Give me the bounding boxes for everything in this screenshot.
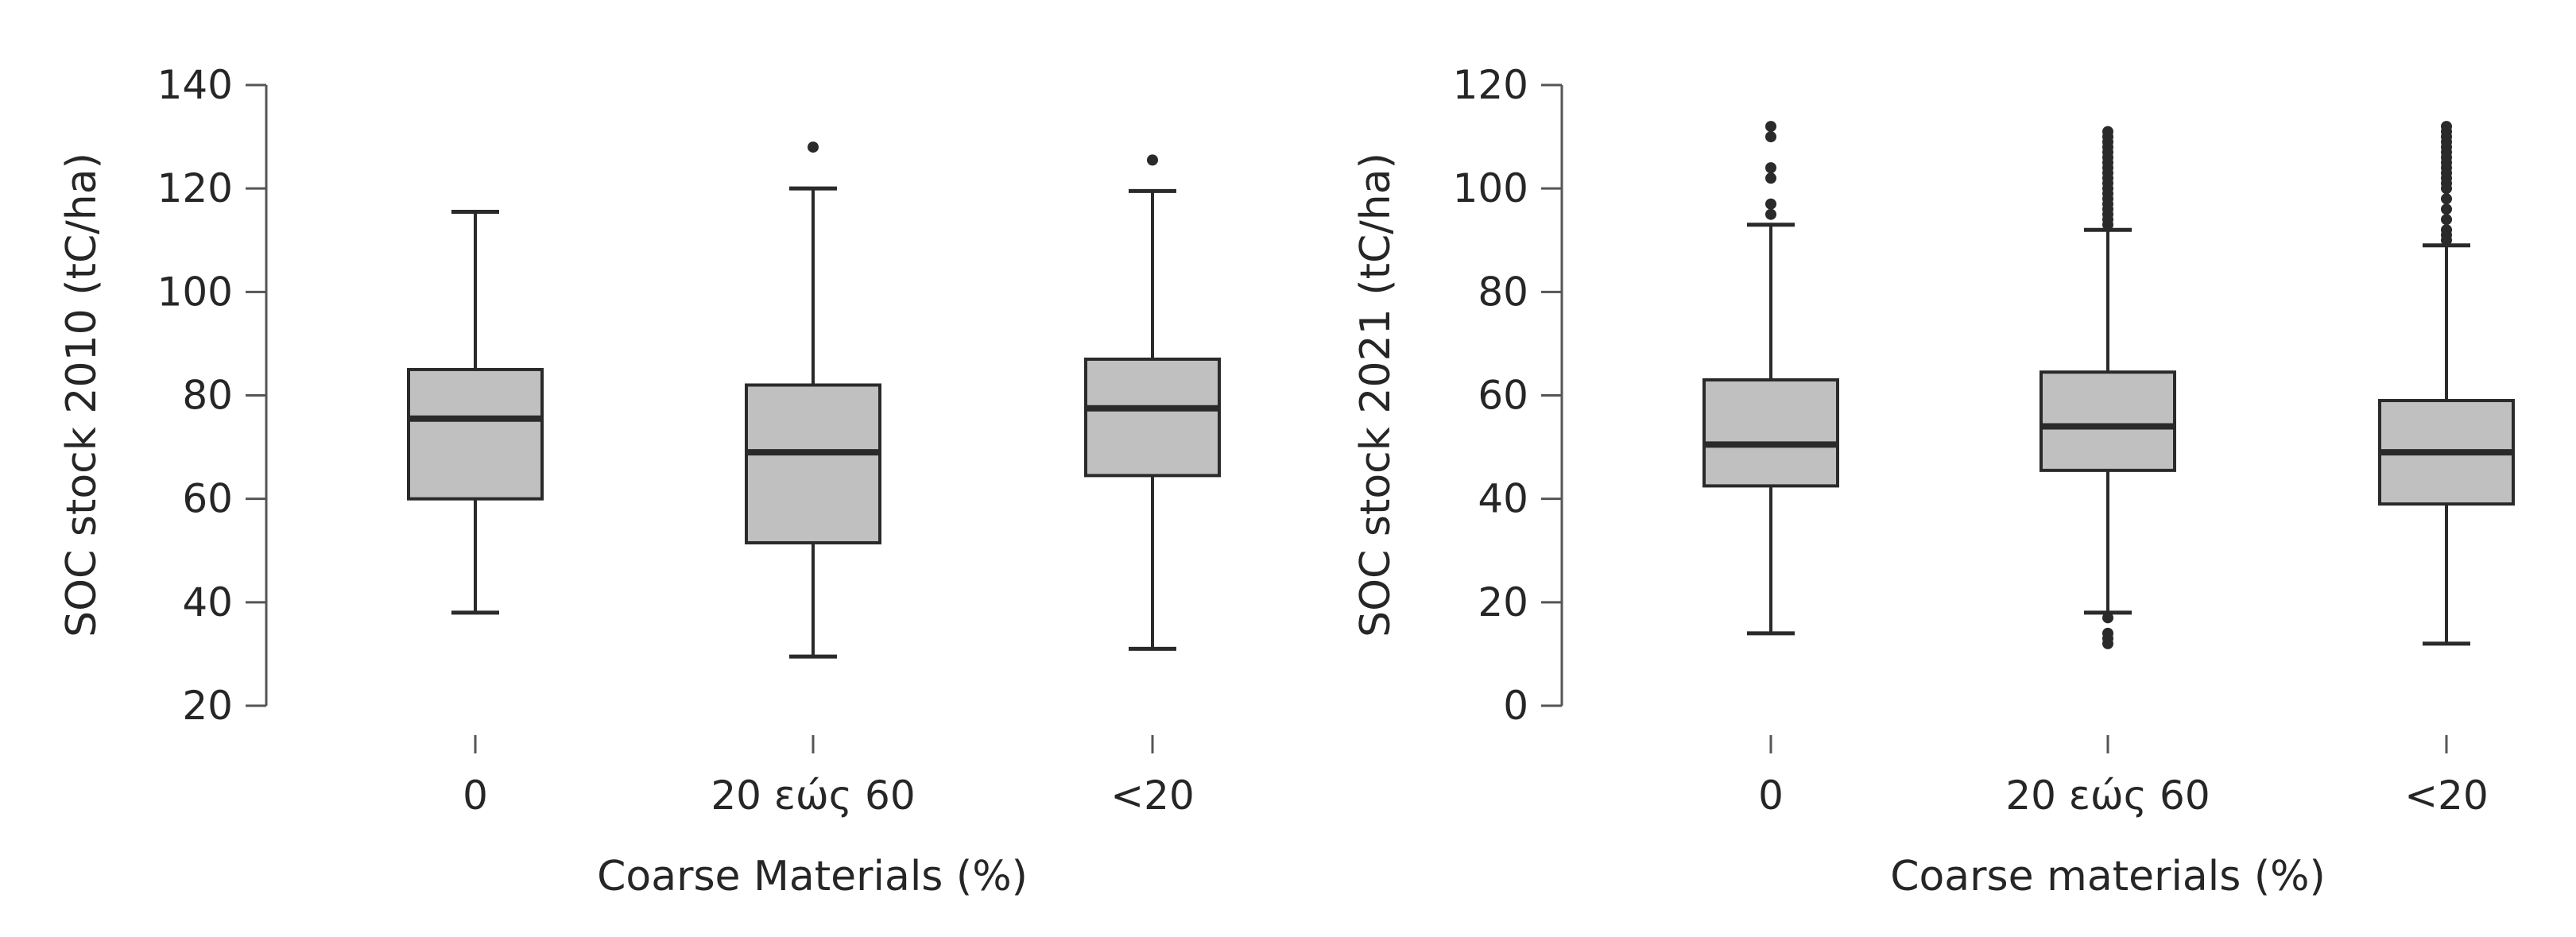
x-tick-label: 0 bbox=[1758, 772, 1784, 819]
box-2 bbox=[2378, 121, 2515, 646]
y-tick-label: 40 bbox=[1478, 476, 1528, 522]
iqr-box bbox=[1702, 378, 1839, 488]
outlier-point bbox=[1765, 198, 1776, 210]
y-axis-title: SOC stock 2021 (tC/ha) bbox=[1352, 153, 1400, 637]
outlier-point bbox=[2441, 214, 2452, 226]
box-0 bbox=[1702, 121, 1839, 636]
iqr-box bbox=[407, 367, 544, 501]
y-tick-label: 20 bbox=[1478, 579, 1528, 625]
chart-panel-2021: 0 20 40 60 80 100 120 SOC stock 2021 (tC/ha) 0 20… bbox=[1352, 62, 2515, 900]
chart-panel-2010: 20 40 60 80 100 120 140 SOC stock 2010 (tC/ha) 0… bbox=[58, 62, 1221, 900]
x-tick-label: 0 bbox=[463, 772, 488, 819]
iqr-box bbox=[745, 383, 881, 544]
x-tick-label: 20 εώς 60 bbox=[711, 772, 915, 819]
x-axis-title: Coarse Materials (%) bbox=[597, 853, 1028, 900]
y-tick-label: 80 bbox=[182, 373, 233, 419]
outlier-point bbox=[1147, 154, 1158, 166]
y-tick-label: 60 bbox=[182, 476, 233, 522]
box-1 bbox=[745, 141, 881, 659]
y-tick-label: 60 bbox=[1478, 373, 1528, 419]
y-tick-label: 120 bbox=[1453, 62, 1528, 108]
y-tick-label: 80 bbox=[1478, 269, 1528, 315]
outlier-point bbox=[2441, 203, 2452, 215]
outlier-point bbox=[2441, 224, 2452, 236]
outlier-point bbox=[1765, 162, 1776, 174]
outlier-point bbox=[2102, 612, 2113, 624]
y-tick-label: 20 bbox=[182, 683, 233, 729]
outlier-point bbox=[2441, 193, 2452, 205]
outlier-point bbox=[808, 141, 819, 153]
box-1 bbox=[2039, 126, 2176, 649]
y-tick-label: 0 bbox=[1503, 683, 1528, 729]
box-0 bbox=[407, 209, 544, 615]
outlier-point bbox=[2102, 627, 2113, 639]
iqr-box bbox=[1084, 357, 1221, 478]
y-tick-label: 140 bbox=[157, 62, 233, 108]
x-tick-label: 20 εώς 60 bbox=[2005, 772, 2210, 819]
y-tick-label: 120 bbox=[157, 165, 233, 211]
y-tick-label: 100 bbox=[1453, 165, 1528, 211]
y-axis-title: SOC stock 2010 (tC/ha) bbox=[58, 153, 106, 637]
outlier-point bbox=[1765, 208, 1776, 220]
x-tick-label: <20 bbox=[2404, 772, 2489, 819]
outlier-point bbox=[2102, 126, 2113, 137]
outlier-point bbox=[1765, 131, 1776, 143]
x-axis-title: Coarse materials (%) bbox=[1890, 853, 2326, 900]
iqr-box bbox=[2039, 370, 2176, 472]
outlier-point bbox=[1765, 172, 1776, 184]
y-tick-label: 40 bbox=[182, 579, 233, 625]
outlier-point bbox=[2441, 121, 2452, 133]
x-tick-label: <20 bbox=[1110, 772, 1195, 819]
box-2 bbox=[1084, 154, 1221, 651]
outlier-point bbox=[1765, 121, 1776, 133]
y-tick-label: 100 bbox=[157, 269, 233, 315]
